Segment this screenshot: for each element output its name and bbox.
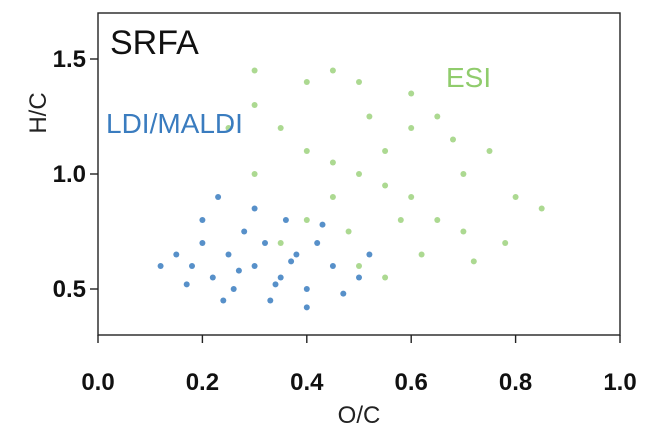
x-axis-title: O/C <box>338 402 381 429</box>
data-point-esi-28 <box>303 79 310 85</box>
data-point-ldi-maldi-21 <box>262 240 268 246</box>
data-point-esi-15 <box>460 171 467 177</box>
data-point-esi-30 <box>450 136 456 143</box>
data-point-esi-4 <box>408 194 415 200</box>
data-point-esi-12 <box>303 217 310 223</box>
data-point-esi-31 <box>397 217 404 223</box>
data-point-ldi-maldi-16 <box>220 297 227 304</box>
data-point-ldi-maldi-3 <box>199 240 206 246</box>
data-point-esi-9 <box>382 148 389 154</box>
x-tick-label-1: 0.2 <box>186 369 219 396</box>
data-point-esi-5 <box>277 125 284 131</box>
y-tick-label-2: 1.5 <box>53 46 86 73</box>
data-point-esi-6 <box>434 217 441 223</box>
y-axis: 0.5 1.0 1.5 <box>53 46 98 303</box>
y-tick-label-1: 1.0 <box>53 161 86 188</box>
data-point-ldi-maldi-6 <box>267 297 274 304</box>
data-point-ldi-maldi-2 <box>277 274 284 281</box>
data-point-ldi-maldi-15 <box>251 205 258 212</box>
data-point-esi-18 <box>225 125 232 131</box>
x-tick-label-4: 0.8 <box>499 369 532 396</box>
data-point-esi-1 <box>329 159 336 166</box>
data-point-esi-10 <box>329 194 336 200</box>
data-point-ldi-maldi-26 <box>319 221 326 228</box>
data-point-esi-3 <box>303 148 310 154</box>
points-layer <box>157 67 545 311</box>
data-point-esi-7 <box>251 102 258 108</box>
data-point-ldi-maldi-19 <box>157 263 164 269</box>
data-point-ldi-maldi-20 <box>199 217 206 223</box>
data-point-esi-34 <box>345 228 352 235</box>
x-tick-label-5: 1.0 <box>603 369 636 396</box>
data-point-ldi-maldi-11 <box>230 286 237 292</box>
data-point-esi-8 <box>460 228 467 235</box>
data-point-esi-22 <box>329 67 336 74</box>
data-point-esi-14 <box>277 240 284 246</box>
x-tick-label-0: 0.0 <box>81 369 114 396</box>
x-tick-label-2: 0.4 <box>290 369 324 396</box>
data-point-esi-25 <box>418 251 425 258</box>
data-point-esi-19 <box>512 194 519 200</box>
data-point-esi-20 <box>356 79 362 85</box>
data-point-esi-0 <box>356 171 362 177</box>
data-point-esi-21 <box>356 263 362 269</box>
data-point-ldi-maldi-29 <box>272 281 279 288</box>
series-label-ldi-maldi: LDI/MALDI <box>106 108 243 139</box>
data-point-ldi-maldi-27 <box>183 281 190 288</box>
data-point-ldi-maldi-9 <box>189 263 195 269</box>
data-point-esi-2 <box>382 182 389 189</box>
data-point-ldi-maldi-28 <box>366 251 373 258</box>
data-point-ldi-maldi-8 <box>293 251 300 258</box>
data-point-ldi-maldi-1 <box>225 251 232 258</box>
data-point-esi-32 <box>502 240 509 246</box>
chart-title: SRFA <box>110 24 199 62</box>
y-axis-title: H/C <box>25 92 52 133</box>
data-point-ldi-maldi-25 <box>215 194 222 200</box>
data-point-ldi-maldi-22 <box>235 267 242 274</box>
x-tick-label-3: 0.6 <box>395 369 428 396</box>
data-point-ldi-maldi-13 <box>173 251 180 258</box>
data-point-esi-29 <box>251 67 258 74</box>
data-point-ldi-maldi-24 <box>340 290 347 297</box>
series-label-esi: ESI <box>446 62 491 93</box>
data-point-esi-17 <box>486 148 493 154</box>
data-point-esi-16 <box>251 171 258 177</box>
y-tick-label-0: 0.5 <box>53 276 86 303</box>
data-point-ldi-maldi-23 <box>288 258 295 265</box>
data-point-esi-23 <box>382 274 389 281</box>
data-point-ldi-maldi-5 <box>241 228 248 235</box>
data-point-esi-33 <box>366 113 373 120</box>
data-point-esi-27 <box>538 205 545 212</box>
data-point-esi-11 <box>408 125 415 131</box>
data-point-ldi-maldi-7 <box>209 274 216 281</box>
x-axis: 0.0 0.2 0.4 0.6 0.8 1.0 <box>81 335 637 396</box>
data-point-ldi-maldi-0 <box>251 263 258 269</box>
data-point-esi-24 <box>408 90 415 97</box>
data-point-ldi-maldi-14 <box>329 263 336 269</box>
data-point-ldi-maldi-18 <box>356 274 362 281</box>
data-point-esi-13 <box>434 113 441 120</box>
data-point-ldi-maldi-17 <box>303 304 310 311</box>
data-point-esi-26 <box>470 258 477 265</box>
data-point-ldi-maldi-12 <box>282 217 289 223</box>
data-point-ldi-maldi-10 <box>314 240 321 246</box>
data-point-ldi-maldi-4 <box>303 286 310 292</box>
